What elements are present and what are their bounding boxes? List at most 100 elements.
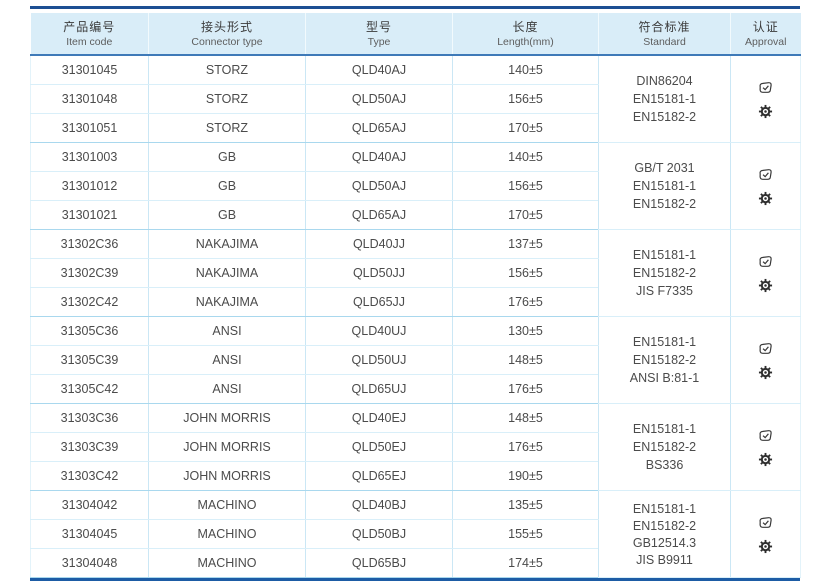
certificate-icon [757, 515, 774, 530]
connector-cell: JOHN MORRIS [148, 432, 306, 462]
length-cell: 135±5 [452, 490, 599, 520]
gear-badge-icon [758, 104, 773, 119]
table-row: 31302C39 NAKAJIMA QLD50JJ 156±5 [30, 258, 801, 288]
length-cell: 140±5 [452, 142, 599, 172]
table-row: 31305C39 ANSI QLD50UJ 148±5 [30, 345, 801, 375]
connector-cell: JOHN MORRIS [148, 403, 306, 433]
item-code-cell: 31302C36 [30, 229, 149, 259]
type-cell: QLD50EJ [305, 432, 453, 462]
length-cell: 170±5 [452, 113, 599, 143]
standard-cell: EN15181-1 EN15182-2 ANSI B:81-1 [598, 316, 731, 404]
type-cell: QLD65AJ [305, 200, 453, 230]
item-code-cell: 31305C42 [30, 374, 149, 404]
certificate-icon [757, 167, 774, 182]
certificate-icon [757, 428, 774, 443]
item-code-cell: 31304048 [30, 548, 149, 578]
item-code-cell: 31301048 [30, 84, 149, 114]
table-row: 31301051 STORZ QLD65AJ 170±5 [30, 113, 801, 143]
product-table: 产品编号 Item code 接头形式 Connector type 型号 Ty… [30, 13, 801, 578]
gear-badge-icon [758, 452, 773, 467]
table-container: 产品编号 Item code 接头形式 Connector type 型号 Ty… [30, 6, 801, 581]
type-cell: QLD40BJ [305, 490, 453, 520]
table-row: 31301003 GB QLD40AJ 140±5 GB/T 2031 EN15181-1… [30, 142, 801, 230]
header-length-zh: 长度 [512, 20, 539, 34]
table-top-rule [30, 6, 800, 9]
type-cell: QLD50AJ [305, 84, 453, 114]
header-item-code: 产品编号 Item code [30, 13, 149, 56]
header-standard-en: Standard [643, 36, 686, 48]
approval-icons [733, 428, 798, 467]
header-standard-zh: 符合标准 [638, 20, 691, 34]
header-length: 长度 Length(mm) [452, 13, 599, 56]
standard-cell: EN15181-1 EN15182-2 JIS F7335 [598, 229, 731, 317]
table-body: 31301045 STORZ QLD40AJ 140±5 DIN86204 EN15181… [30, 55, 801, 578]
standard-line: ANSI B:81-1 [629, 370, 700, 385]
standard-line: EN15182-2 [632, 439, 697, 454]
standard-line: EN15181-1 [632, 421, 697, 436]
certificate-icon [757, 254, 774, 269]
item-code-cell: 31302C42 [30, 287, 149, 317]
connector-cell: GB [148, 200, 306, 230]
gear-badge-icon [758, 365, 773, 380]
type-cell: QLD65UJ [305, 374, 453, 404]
approval-cell [730, 403, 801, 491]
approval-cell [730, 316, 801, 404]
item-code-cell: 31305C36 [30, 316, 149, 346]
type-cell: QLD40AJ [305, 142, 453, 172]
approval-icons [733, 167, 798, 206]
type-cell: QLD65JJ [305, 287, 453, 317]
connector-cell: NAKAJIMA [148, 287, 306, 317]
table-row: 31304045 MACHINO QLD50BJ 155±5 [30, 519, 801, 549]
header-type-en: Type [367, 36, 391, 48]
type-cell: QLD50AJ [305, 171, 453, 201]
type-cell: QLD50UJ [305, 345, 453, 375]
standard-line: JIS F7335 [636, 283, 693, 298]
item-code-cell: 31301051 [30, 113, 149, 143]
length-cell: 156±5 [452, 171, 599, 201]
length-cell: 148±5 [452, 345, 599, 375]
header-row: 产品编号 Item code 接头形式 Connector type 型号 Ty… [30, 13, 801, 56]
standard-line: JIS B9911 [636, 552, 693, 567]
length-cell: 148±5 [452, 403, 599, 433]
table-row: 31303C42 JOHN MORRIS QLD65EJ 190±5 [30, 461, 801, 491]
type-cell: QLD65BJ [305, 548, 453, 578]
approval-icons [733, 80, 798, 119]
table-row: 31301045 STORZ QLD40AJ 140±5 DIN86204 EN15181… [30, 55, 801, 143]
standard-line: EN15182-2 [632, 109, 697, 124]
header-item-code-en: Item code [66, 36, 113, 48]
item-code-cell: 31303C36 [30, 403, 149, 433]
standard-line: EN15181-1 [632, 91, 697, 106]
length-cell: 140±5 [452, 55, 599, 85]
standard-list: EN15181-1 EN15182-2 JIS F7335 [601, 248, 728, 299]
connector-cell: GB [148, 142, 306, 172]
approval-icons [733, 254, 798, 293]
standard-line: EN15182-2 [632, 265, 697, 280]
approval-cell [730, 490, 801, 578]
length-cell: 156±5 [452, 84, 599, 114]
connector-cell: STORZ [148, 55, 306, 85]
item-code-cell: 31305C39 [30, 345, 149, 375]
header-connector-type-zh: 接头形式 [200, 20, 253, 34]
approval-cell [730, 229, 801, 317]
table-row: 31301012 GB QLD50AJ 156±5 [30, 171, 801, 201]
standard-cell: EN15181-1 EN15182-2 GB12514.3 JIS B9911 [598, 490, 731, 578]
standard-list: EN15181-1 EN15182-2 GB12514.3 JIS B9911 [601, 502, 728, 567]
header-approval: 认证 Approval [730, 13, 801, 56]
table-row: 31305C36 ANSI QLD40UJ 130±5 EN15181-1 EN15182… [30, 316, 801, 404]
type-cell: QLD40AJ [305, 55, 453, 85]
certificate-icon [757, 80, 774, 95]
header-standard: 符合标准 Standard [598, 13, 731, 56]
table-row: 31304048 MACHINO QLD65BJ 174±5 [30, 548, 801, 578]
standard-line: BS336 [645, 457, 684, 472]
header-type-zh: 型号 [365, 20, 392, 34]
header-connector-type-en: Connector type [191, 36, 263, 48]
header-type: 型号 Type [305, 13, 453, 56]
type-cell: QLD65AJ [305, 113, 453, 143]
connector-cell: MACHINO [148, 490, 306, 520]
gear-badge-icon [758, 278, 773, 293]
standard-line: EN15182-2 [632, 196, 697, 211]
gear-badge-icon [758, 539, 773, 554]
table-header: 产品编号 Item code 接头形式 Connector type 型号 Ty… [30, 13, 801, 56]
item-code-cell: 31302C39 [30, 258, 149, 288]
length-cell: 190±5 [452, 461, 599, 491]
